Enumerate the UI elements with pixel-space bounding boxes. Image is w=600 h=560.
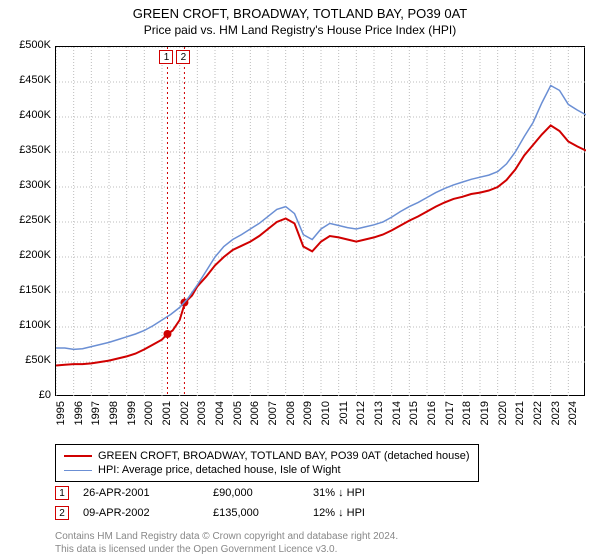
sale-record-row: 1 26-APR-2001£90,00031% ↓ HPI	[55, 486, 403, 500]
sale-marker-inline: 2	[55, 506, 69, 520]
sale-date: 09-APR-2002	[83, 507, 213, 519]
x-axis-label: 2011	[338, 401, 350, 431]
y-axis-label: £350K	[1, 144, 51, 156]
sale-marker-inline: 1	[55, 486, 69, 500]
x-axis-label: 2012	[355, 401, 367, 431]
x-axis-label: 2023	[550, 401, 562, 431]
y-axis-label: £300K	[1, 179, 51, 191]
footer-line2: This data is licensed under the Open Gov…	[55, 543, 398, 556]
y-axis-label: £50K	[1, 354, 51, 366]
y-axis-label: £150K	[1, 284, 51, 296]
x-axis-label: 2007	[267, 401, 279, 431]
x-axis-label: 2014	[391, 401, 403, 431]
x-axis-label: 2004	[214, 401, 226, 431]
legend-swatch	[64, 455, 92, 457]
x-axis-label: 2006	[249, 401, 261, 431]
x-axis-label: 2024	[567, 401, 579, 431]
y-axis-label: £100K	[1, 319, 51, 331]
x-axis-label: 2005	[232, 401, 244, 431]
sale-price: £135,000	[213, 507, 313, 519]
sale-marker: 1	[159, 50, 173, 64]
x-axis-label: 2001	[161, 401, 173, 431]
y-axis-label: £400K	[1, 109, 51, 121]
sale-hpi-diff: 31% ↓ HPI	[313, 487, 403, 499]
legend-swatch	[64, 470, 92, 471]
x-axis-label: 2019	[479, 401, 491, 431]
sale-hpi-diff: 12% ↓ HPI	[313, 507, 403, 519]
y-axis-label: £0	[1, 389, 51, 401]
footer-attribution: Contains HM Land Registry data © Crown c…	[55, 530, 398, 556]
sale-price: £90,000	[213, 487, 313, 499]
x-axis-label: 2002	[179, 401, 191, 431]
chart-legend: GREEN CROFT, BROADWAY, TOTLAND BAY, PO39…	[55, 444, 479, 482]
y-axis-label: £200K	[1, 249, 51, 261]
x-axis-label: 2018	[461, 401, 473, 431]
y-axis-label: £450K	[1, 74, 51, 86]
title-main: GREEN CROFT, BROADWAY, TOTLAND BAY, PO39…	[0, 6, 600, 21]
x-axis-label: 2022	[532, 401, 544, 431]
x-axis-label: 1998	[108, 401, 120, 431]
title-sub: Price paid vs. HM Land Registry's House …	[0, 21, 600, 37]
legend-item: GREEN CROFT, BROADWAY, TOTLAND BAY, PO39…	[64, 449, 470, 463]
legend-item: HPI: Average price, detached house, Isle…	[64, 463, 470, 477]
x-axis-label: 1995	[55, 401, 67, 431]
sale-date: 26-APR-2001	[83, 487, 213, 499]
footer-line1: Contains HM Land Registry data © Crown c…	[55, 530, 398, 543]
x-axis-label: 2015	[408, 401, 420, 431]
sale-record-row: 2 09-APR-2002£135,00012% ↓ HPI	[55, 506, 403, 520]
x-axis-label: 2003	[196, 401, 208, 431]
x-axis-label: 2009	[302, 401, 314, 431]
x-axis-label: 2000	[143, 401, 155, 431]
x-axis-label: 1996	[73, 401, 85, 431]
x-axis-label: 2021	[514, 401, 526, 431]
x-axis-label: 2020	[497, 401, 509, 431]
legend-label: GREEN CROFT, BROADWAY, TOTLAND BAY, PO39…	[98, 450, 470, 462]
legend-label: HPI: Average price, detached house, Isle…	[98, 464, 341, 476]
y-axis-label: £500K	[1, 39, 51, 51]
sale-marker: 2	[176, 50, 190, 64]
x-axis-label: 2017	[444, 401, 456, 431]
y-axis-label: £250K	[1, 214, 51, 226]
x-axis-label: 2008	[285, 401, 297, 431]
x-axis-label: 1997	[90, 401, 102, 431]
x-axis-label: 2016	[426, 401, 438, 431]
x-axis-label: 2010	[320, 401, 332, 431]
x-axis-label: 2013	[373, 401, 385, 431]
x-axis-label: 1999	[126, 401, 138, 431]
